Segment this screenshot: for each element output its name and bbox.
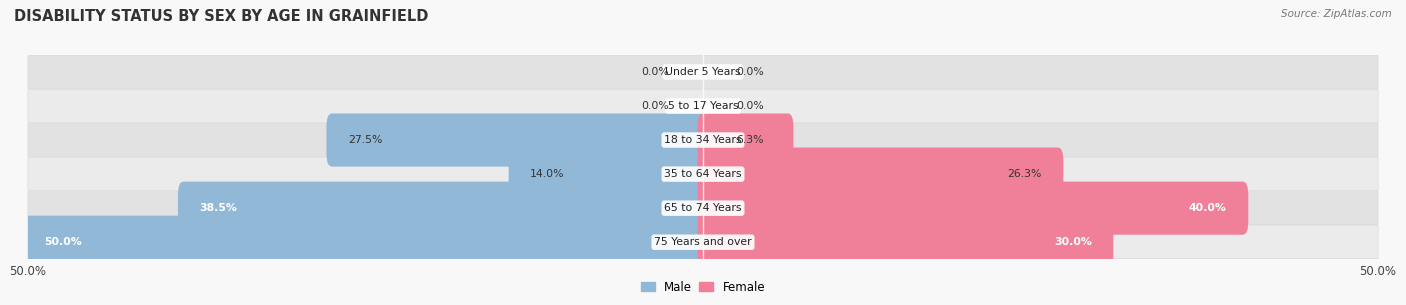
FancyBboxPatch shape — [509, 148, 709, 201]
Text: 0.0%: 0.0% — [737, 101, 765, 111]
Text: 30.0%: 30.0% — [1054, 237, 1091, 247]
FancyBboxPatch shape — [28, 89, 1378, 123]
FancyBboxPatch shape — [28, 192, 1378, 225]
Text: 50.0%: 50.0% — [45, 237, 82, 247]
Text: 27.5%: 27.5% — [349, 135, 382, 145]
FancyBboxPatch shape — [697, 148, 1063, 201]
Text: 40.0%: 40.0% — [1189, 203, 1226, 213]
Legend: Male, Female: Male, Female — [636, 276, 770, 298]
FancyBboxPatch shape — [697, 181, 1249, 235]
FancyBboxPatch shape — [326, 113, 709, 167]
Text: 0.0%: 0.0% — [737, 67, 765, 77]
FancyBboxPatch shape — [28, 124, 1378, 156]
Text: 14.0%: 14.0% — [530, 169, 565, 179]
Text: 5 to 17 Years: 5 to 17 Years — [668, 101, 738, 111]
FancyBboxPatch shape — [28, 158, 1378, 191]
Text: Source: ZipAtlas.com: Source: ZipAtlas.com — [1281, 9, 1392, 19]
FancyBboxPatch shape — [697, 113, 793, 167]
FancyBboxPatch shape — [28, 56, 1378, 88]
Text: 35 to 64 Years: 35 to 64 Years — [664, 169, 742, 179]
Text: 18 to 34 Years: 18 to 34 Years — [664, 135, 742, 145]
FancyBboxPatch shape — [28, 226, 1378, 259]
Text: 0.0%: 0.0% — [641, 67, 669, 77]
Text: Under 5 Years: Under 5 Years — [665, 67, 741, 77]
Text: 38.5%: 38.5% — [200, 203, 238, 213]
FancyBboxPatch shape — [697, 216, 1114, 269]
Text: 26.3%: 26.3% — [1008, 169, 1042, 179]
FancyBboxPatch shape — [22, 216, 709, 269]
Text: 65 to 74 Years: 65 to 74 Years — [664, 203, 742, 213]
Text: 0.0%: 0.0% — [641, 101, 669, 111]
FancyBboxPatch shape — [179, 181, 709, 235]
Text: DISABILITY STATUS BY SEX BY AGE IN GRAINFIELD: DISABILITY STATUS BY SEX BY AGE IN GRAIN… — [14, 9, 429, 24]
Text: 75 Years and over: 75 Years and over — [654, 237, 752, 247]
Text: 6.3%: 6.3% — [737, 135, 765, 145]
